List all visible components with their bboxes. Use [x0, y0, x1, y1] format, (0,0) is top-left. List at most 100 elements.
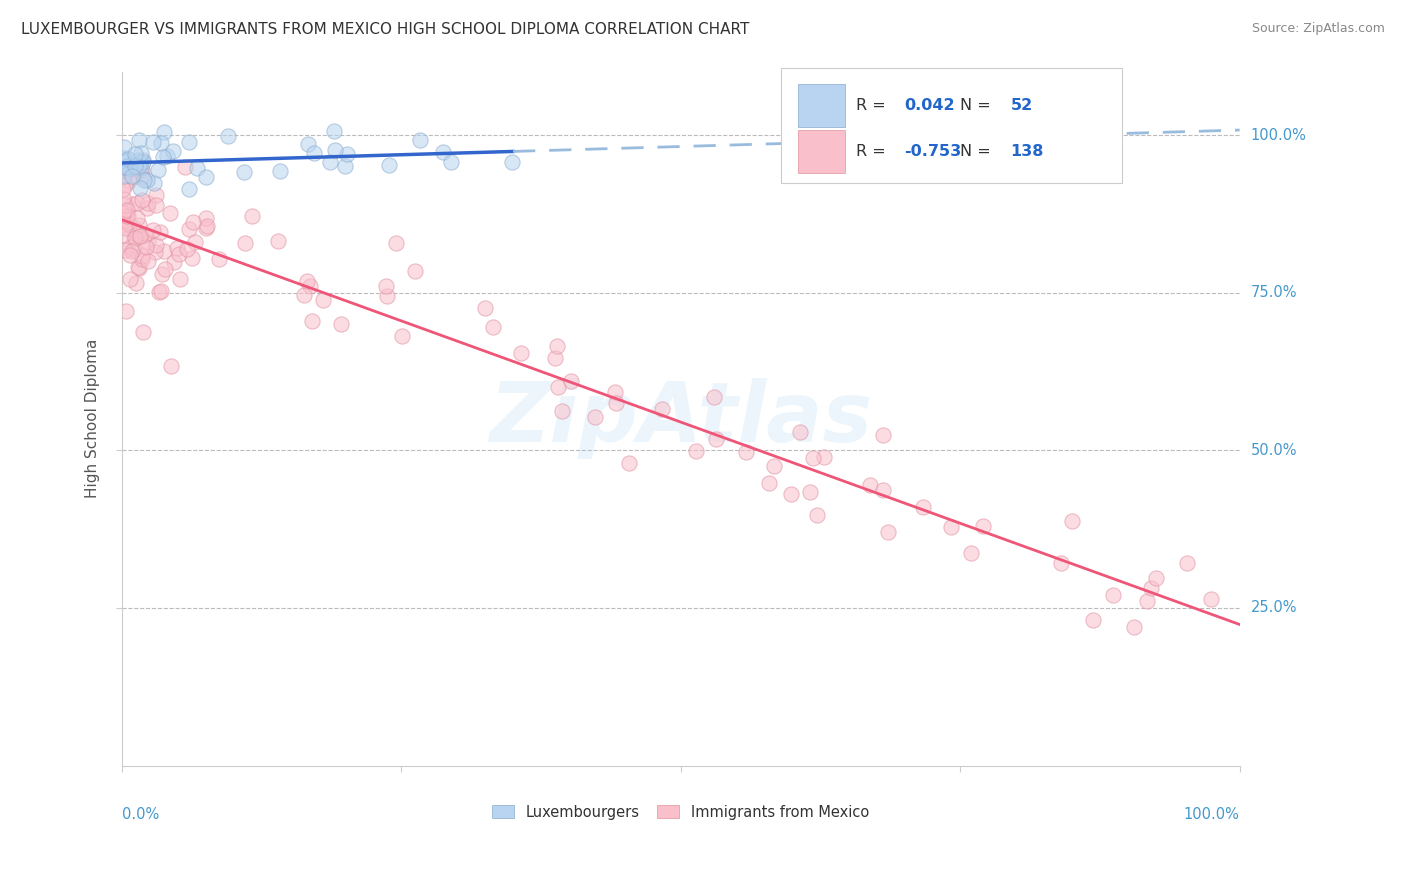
Point	[129, 161, 152, 175]
Point	[135, 240, 157, 254]
Point	[323, 143, 346, 157]
Point	[872, 428, 894, 442]
Point	[176, 242, 198, 256]
Point	[131, 193, 153, 207]
Text: 50.0%: 50.0%	[1251, 442, 1298, 458]
Point	[124, 159, 146, 173]
Point	[118, 217, 141, 231]
Point	[509, 346, 531, 360]
Point	[911, 500, 934, 515]
Text: -0.753: -0.753	[904, 145, 962, 159]
Point	[180, 251, 202, 265]
Point	[583, 410, 606, 425]
Point	[122, 244, 145, 258]
Text: Source: ZipAtlas.com: Source: ZipAtlas.com	[1251, 22, 1385, 36]
Point	[111, 160, 134, 174]
Point	[269, 163, 291, 178]
Point	[128, 133, 150, 147]
Point	[122, 221, 145, 235]
Point	[803, 451, 825, 466]
Point	[233, 165, 256, 179]
Point	[149, 136, 172, 151]
Point	[385, 235, 408, 250]
Point	[174, 160, 197, 174]
Point	[432, 145, 454, 160]
Point	[304, 146, 326, 161]
Point	[128, 260, 150, 275]
Point	[179, 222, 201, 236]
Point	[125, 160, 148, 174]
Text: LUXEMBOURGER VS IMMIGRANTS FROM MEXICO HIGH SCHOOL DIPLOMA CORRELATION CHART: LUXEMBOURGER VS IMMIGRANTS FROM MEXICO H…	[21, 22, 749, 37]
Point	[114, 221, 136, 235]
Point	[758, 476, 780, 491]
Point	[114, 216, 136, 230]
Point	[703, 390, 725, 404]
Text: 52: 52	[1011, 98, 1033, 112]
Point	[129, 146, 152, 161]
Point	[112, 151, 135, 165]
Point	[1050, 556, 1073, 570]
Point	[153, 125, 176, 139]
Point	[704, 432, 727, 446]
Text: N =: N =	[960, 98, 995, 112]
Point	[125, 227, 148, 242]
Point	[177, 135, 200, 149]
Point	[299, 279, 322, 293]
Point	[329, 317, 352, 331]
Point	[544, 351, 567, 365]
Point	[149, 225, 172, 239]
Point	[763, 459, 786, 474]
Point	[319, 155, 342, 169]
Point	[132, 325, 155, 339]
Point	[169, 247, 191, 261]
Point	[136, 235, 159, 250]
Point	[789, 425, 811, 440]
Point	[142, 223, 165, 237]
Point	[872, 483, 894, 497]
Point	[240, 209, 263, 223]
Point	[120, 271, 142, 285]
Point	[1122, 620, 1144, 634]
Point	[132, 153, 155, 167]
Point	[155, 262, 177, 277]
Point	[114, 243, 136, 257]
Text: 138: 138	[1011, 145, 1043, 159]
Point	[128, 219, 150, 233]
Point	[136, 173, 159, 187]
Point	[131, 154, 153, 169]
Point	[333, 159, 356, 173]
FancyBboxPatch shape	[799, 84, 845, 127]
Point	[112, 228, 135, 243]
Point	[1199, 592, 1222, 607]
Point	[118, 161, 141, 175]
Point	[129, 228, 152, 243]
Point	[336, 147, 359, 161]
Point	[121, 160, 143, 174]
Point	[143, 245, 166, 260]
Point	[939, 519, 962, 533]
Text: R =: R =	[856, 145, 891, 159]
Point	[1102, 588, 1125, 602]
Point	[404, 264, 426, 278]
Point	[142, 176, 165, 190]
Point	[806, 508, 828, 522]
Text: R =: R =	[856, 98, 891, 112]
Point	[142, 136, 165, 150]
Point	[114, 304, 136, 318]
Point	[233, 236, 256, 251]
Text: 100.0%: 100.0%	[1184, 807, 1240, 822]
Text: 25.0%: 25.0%	[1251, 600, 1298, 615]
Point	[121, 197, 143, 211]
Point	[124, 231, 146, 245]
Text: N =: N =	[960, 145, 995, 159]
Legend: Luxembourgers, Immigrants from Mexico: Luxembourgers, Immigrants from Mexico	[488, 800, 873, 824]
Point	[112, 140, 135, 154]
Point	[129, 154, 152, 169]
Point	[150, 267, 173, 281]
Point	[217, 129, 239, 144]
Point	[136, 201, 159, 215]
Point	[114, 178, 136, 193]
Point	[117, 163, 139, 178]
Point	[115, 202, 138, 217]
Point	[546, 339, 568, 353]
